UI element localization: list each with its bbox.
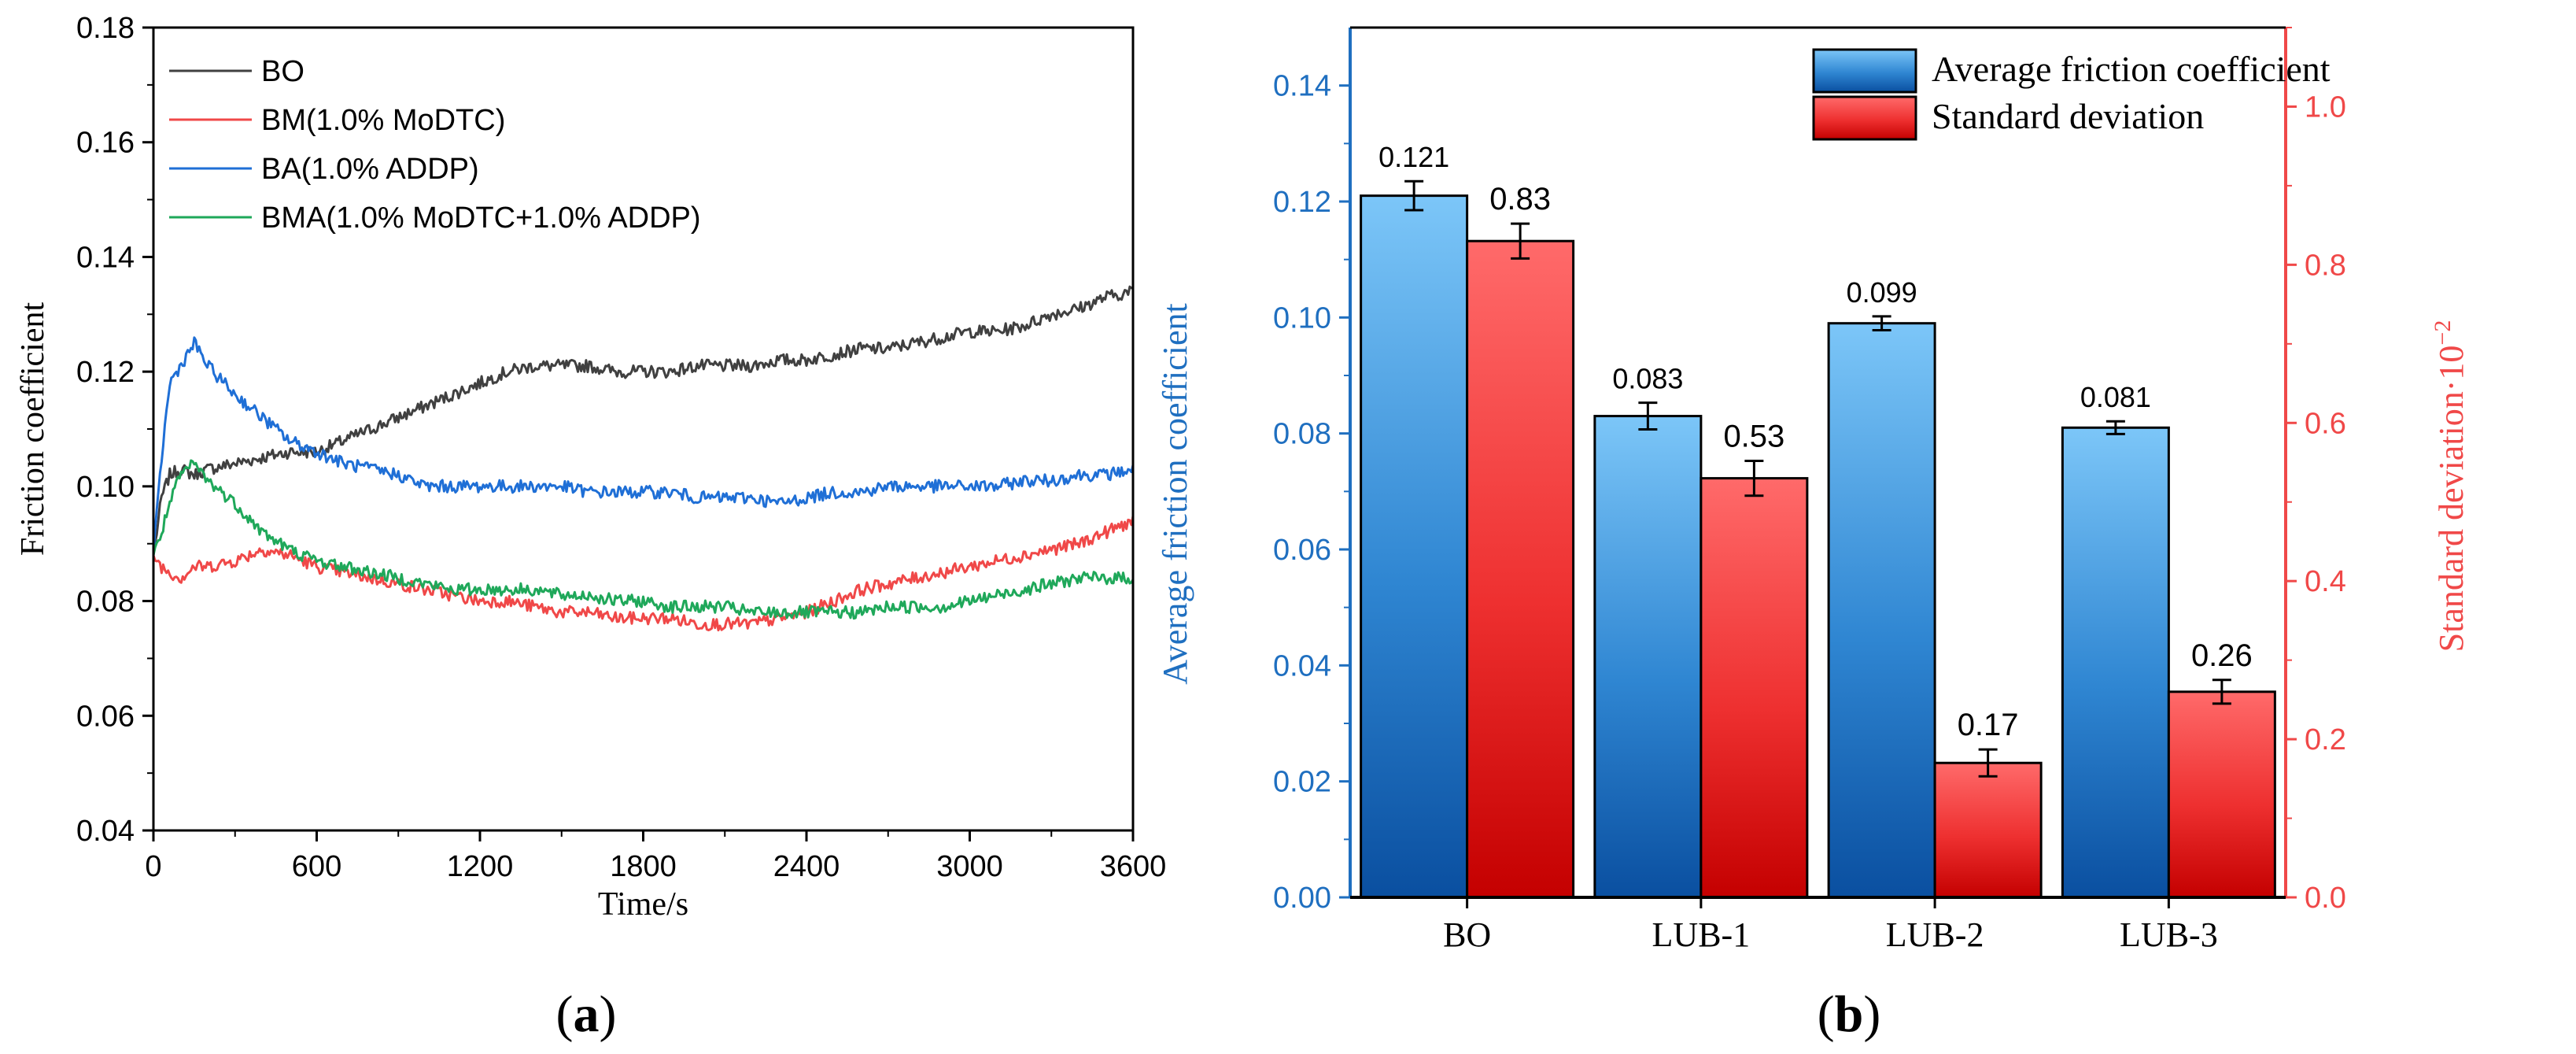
data-label-avg-friction: 0.081: [2080, 381, 2151, 413]
bar-chart-panel-b: 0.121 0.83 0.083 0.53 0.099 0.17 0.081 0.26 BO L…: [1156, 26, 2471, 954]
y-tick-label: 0.08: [76, 586, 135, 619]
left-y-tick-label: 0.14: [1273, 70, 1331, 103]
x-tick-label: 3000: [936, 850, 1003, 883]
legend-label-avg-friction: Average friction coefficient: [1932, 49, 2331, 89]
x-tick-label: 2400: [773, 850, 840, 883]
left-y-tick-label: 0.08: [1273, 418, 1331, 451]
x-tick-label: 1200: [447, 850, 514, 883]
data-label-avg-friction: 0.121: [1378, 141, 1449, 173]
data-label-avg-friction: 0.083: [1612, 363, 1683, 395]
x-tick-label: 600: [292, 850, 341, 883]
y-tick-label: 0.14: [76, 241, 135, 274]
right-y-axis-label-b: Standard deviation·10−2: [2430, 320, 2471, 653]
y-tick-label: 0.10: [76, 471, 135, 504]
x-tick-label: 0: [145, 850, 161, 883]
left-y-axis-label-b: Average friction coefficient: [1156, 303, 1194, 685]
line-series-bo: [152, 285, 1134, 556]
left-y-tick-label: 0.06: [1273, 534, 1331, 567]
data-label-std-deviation: 0.26: [2191, 638, 2253, 673]
legend-label-bm: BM(1.0% MoDTC): [261, 104, 505, 137]
y-axis-label-a: Friction coefficient: [15, 302, 51, 557]
right-y-tick-label: 0.2: [2305, 723, 2346, 756]
right-y-axis-label-exponent: −2: [2430, 320, 2456, 346]
bar-std-deviation: [1466, 239, 1575, 899]
right-y-tick-label: 0.6: [2305, 407, 2346, 440]
category-label: LUB-3: [2120, 915, 2218, 954]
data-label-avg-friction: 0.099: [1847, 276, 1917, 309]
x-tick-label: 1800: [610, 850, 677, 883]
legend-label-ba: BA(1.0% ADDP): [261, 153, 479, 186]
bar-std-deviation: [2167, 690, 2276, 899]
y-tick-label: 0.18: [76, 12, 135, 45]
legend-b: Average friction coefficient Standard dev…: [1812, 48, 2331, 141]
line-series-bma: [152, 459, 1135, 620]
category-label: LUB-1: [1652, 915, 1751, 954]
y-tick-label: 0.04: [76, 815, 135, 848]
data-label-std-deviation: 0.17: [1958, 708, 2019, 742]
panel-label-b: (b): [1818, 986, 1881, 1043]
left-y-tick-label: 0.04: [1273, 649, 1331, 682]
plot-frame-a: [152, 26, 1135, 832]
data-label-std-deviation: 0.53: [1723, 419, 1784, 453]
left-y-tick-label: 0.12: [1273, 186, 1331, 219]
right-y-tick-label: 0.8: [2305, 249, 2346, 282]
x-tick-label: 3600: [1100, 850, 1167, 883]
left-y-tick-label: 0.00: [1273, 882, 1331, 915]
line-series-bm: [152, 516, 1135, 632]
left-y-tick-label: 0.02: [1273, 766, 1331, 799]
legend-swatch-std-deviation: [1812, 95, 1917, 141]
bar-series-group: 0.121 0.83 0.083 0.53 0.099 0.17 0.081 0.26: [1360, 141, 2276, 899]
legend-label-std-deviation: Standard deviation: [1932, 96, 2204, 136]
category-label: LUB-2: [1886, 915, 1984, 954]
category-label: BO: [1443, 915, 1491, 954]
legend-label-bo: BO: [261, 55, 304, 88]
line-series-group: [152, 285, 1135, 632]
panel-label-a: (a): [556, 986, 617, 1043]
y-tick-label: 0.12: [76, 356, 135, 389]
bar-avg-friction: [2061, 426, 2170, 899]
legend-label-bma: BMA(1.0% MoDTC+1.0% ADDP): [261, 202, 701, 235]
line-chart-panel-a: 0 600 1200 1800 2400 3000 3600 0.04 0.06 0.08 0.10…: [15, 12, 1166, 923]
y-tick-label: 0.06: [76, 700, 135, 733]
y-tick-label: 0.16: [76, 127, 135, 160]
legend-a: BO BM(1.0% MoDTC) BA(1.0% ADDP) BMA(1.0% Mo…: [169, 55, 701, 235]
right-y-tick-label: 1.0: [2305, 91, 2346, 124]
right-y-axis-label-text: Standard deviation·10: [2432, 346, 2471, 653]
bar-std-deviation: [1933, 761, 2043, 899]
x-axis-label-a: Time/s: [598, 886, 688, 923]
bar-avg-friction: [1593, 415, 1703, 899]
right-y-tick-label: 0.4: [2305, 565, 2346, 598]
left-y-tick-label: 0.10: [1273, 301, 1331, 335]
bar-std-deviation: [1699, 477, 1809, 899]
right-y-tick-label: 0.0: [2305, 882, 2346, 915]
data-label-std-deviation: 0.83: [1489, 182, 1551, 216]
bar-avg-friction: [1360, 194, 1469, 899]
line-series-ba: [152, 336, 1135, 556]
legend-swatch-avg-friction: [1812, 48, 1917, 94]
bar-avg-friction: [1827, 322, 1936, 899]
